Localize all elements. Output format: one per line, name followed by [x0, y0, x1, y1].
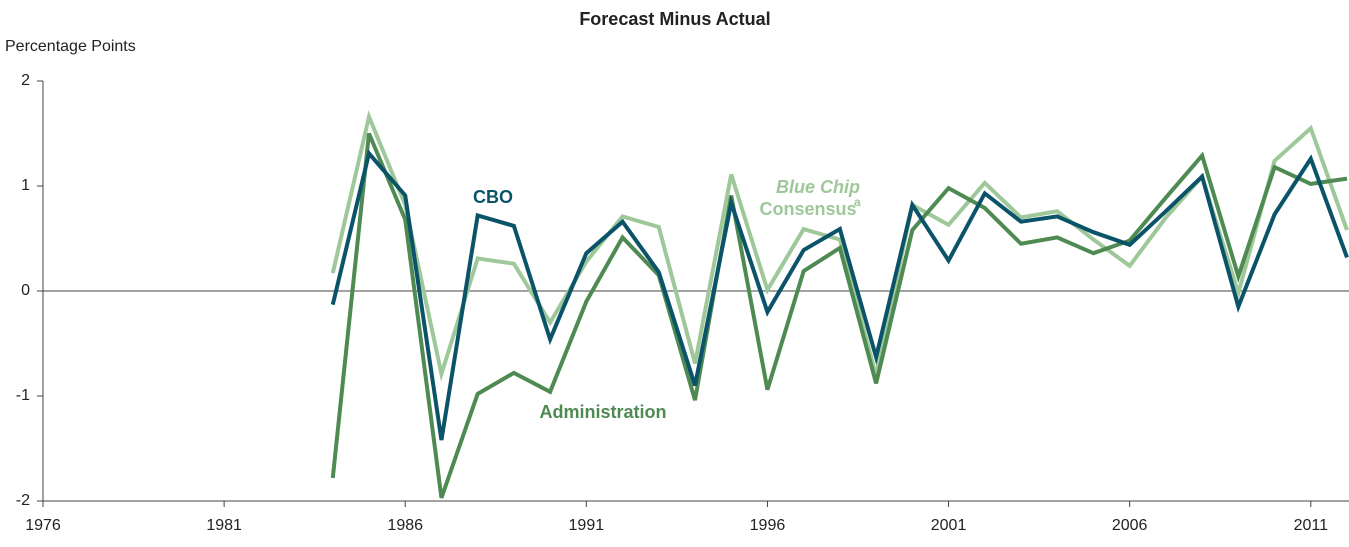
y-tick-label: 0 [21, 282, 30, 299]
y-tick-label: 1 [21, 177, 30, 194]
y-axis-label: Percentage Points [5, 38, 136, 55]
series-label: Consensus [759, 199, 856, 219]
series-label: CBO [473, 187, 513, 207]
y-tick-label: 2 [21, 72, 30, 89]
x-tick-label: 1996 [750, 517, 786, 534]
x-tick-label: 1976 [25, 517, 61, 534]
series-footnote: a [854, 195, 861, 209]
x-tick-label: 2001 [931, 517, 967, 534]
series-label: Administration [539, 402, 666, 422]
x-tick-label: 2011 [1294, 517, 1329, 534]
chart-title: Forecast Minus Actual [579, 9, 770, 29]
x-tick-label: 1986 [387, 517, 423, 534]
series-label-italic: Blue Chip [776, 177, 860, 197]
series-line [330, 132, 1348, 499]
series-line [330, 110, 1349, 382]
x-tick-label: 1981 [206, 517, 242, 534]
y-tick-label: -2 [16, 492, 30, 509]
series-line [330, 149, 1349, 441]
y-tick-label: -1 [16, 387, 30, 404]
x-tick-label: 1991 [569, 517, 605, 534]
x-tick-label: 2006 [1112, 517, 1148, 534]
